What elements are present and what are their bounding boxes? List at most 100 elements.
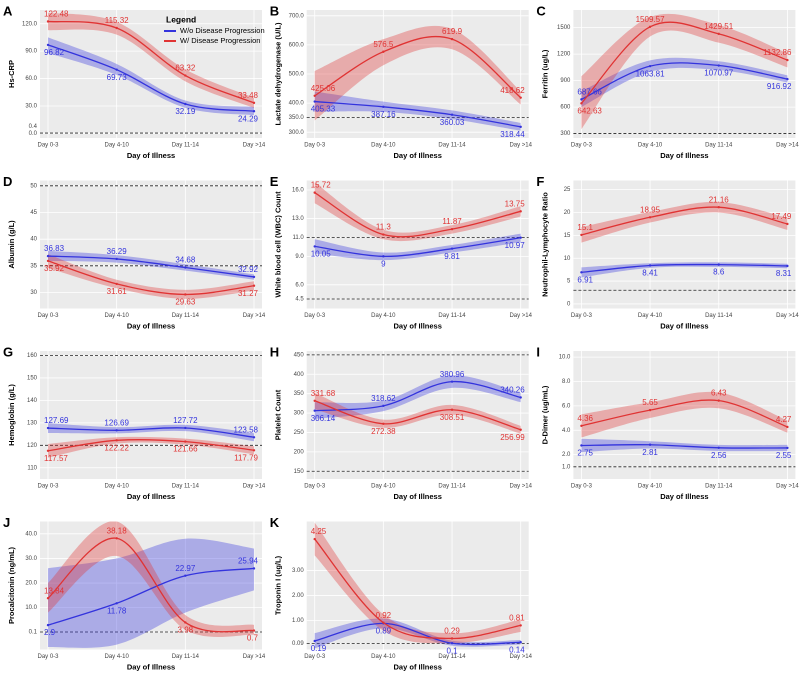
value-label: 36.29 [107,247,128,256]
point [786,264,789,268]
point [184,74,187,77]
y-tick-label: 8.0 [562,379,571,385]
point [115,68,118,71]
value-label: 96.82 [44,48,65,57]
point [46,259,50,263]
x-tick-label: Day 4-10 [104,484,129,490]
panel: D 30 35 40 45 50 Day 0-3 Day 4-10 Day 11-14 Day >… [3,174,266,331]
x-tick-label: Day 0-3 [304,484,326,490]
point [46,20,50,23]
y-tick-label: 10.0 [559,355,571,361]
x-tick-label: Day 0-3 [37,484,59,490]
y-tick-label: 40 [30,237,37,243]
y-axis-title: Albumin (g/L) [7,220,16,269]
x-tick-label: Day 0-3 [304,654,326,660]
y-tick-label: 160 [27,353,38,359]
value-label: 4.36 [577,414,593,423]
x-tick-label: Day 4-10 [638,143,663,149]
point [115,537,118,540]
panel-letter: E [270,174,279,189]
point [46,426,50,430]
y-tick-label: 45 [30,210,37,216]
x-tick-label: Day 4-10 [371,313,396,319]
value-label: 10.97 [505,241,526,250]
y-tick-label: 10.0 [25,605,37,611]
value-label: 0.92 [376,611,392,620]
value-label: 34.68 [175,256,196,265]
point [46,43,50,47]
value-label: 1509.57 [636,15,665,24]
value-label: 272.38 [371,427,396,436]
point [46,449,50,452]
confidence-band [581,262,788,278]
y-tick-label: 1.0 [562,464,571,470]
y-tick-label: 300 [294,411,305,417]
x-tick-label: Day 11-14 [438,654,466,660]
y-tick-label: 300 [560,131,571,137]
value-label: 69.73 [107,73,128,82]
panel-letter: B [270,3,279,18]
point [786,446,789,450]
plot-background [40,351,262,479]
point [450,37,454,41]
x-axis-title: Day of Illness [127,151,175,160]
x-tick-label: Day 11-14 [172,484,200,490]
point [580,233,583,237]
y-tick-label: 25 [564,187,571,193]
x-axis-title: Day of Illness [127,321,175,330]
value-label: 13.84 [44,586,65,595]
line [47,20,255,104]
line [314,381,521,412]
value-label: 360.03 [440,118,465,127]
y-tick-label: 500.0 [289,72,305,78]
y-tick-label: 20 [564,210,571,216]
panel: B 300.0 350.0 400.0 500.0 600.0 700.0 Day 0-3 Da… [270,3,533,160]
panel-letter: D [3,174,12,189]
point [382,255,385,258]
plot-background [40,521,262,650]
value-label: 17.49 [771,212,792,221]
point [115,439,118,442]
plot-background [40,180,262,309]
y-tick-label: 350.0 [289,115,305,121]
value-label: 8.31 [776,269,792,278]
x-tick-label: Day 4-10 [371,484,396,490]
line [314,35,522,99]
point [184,102,187,106]
confidence-band [314,522,521,644]
point [648,64,652,68]
y-tick-label: 11.0 [292,235,304,241]
point [382,105,385,109]
line [314,100,521,128]
panel: G 110 120 130 140 150 160 Day 0-3 Day 4-10 Day 11… [3,344,266,501]
value-label: 380.96 [440,370,465,379]
confidence-band [314,91,521,131]
point [519,396,522,399]
value-label: 405.33 [311,105,336,114]
value-label: 2.81 [642,448,658,457]
value-label: 4.27 [776,415,792,424]
line [47,260,255,296]
value-label: 122.22 [104,443,129,452]
point [184,574,187,577]
value-label: 9 [381,259,386,268]
value-label: 340.26 [500,386,525,395]
point [115,429,118,432]
point [648,216,652,219]
confidence-band [581,201,788,243]
confidence-band [581,438,788,453]
point [252,110,256,113]
x-tick-label: Day 11-14 [438,484,466,490]
point [115,282,118,286]
plot-background [573,10,796,138]
value-label: 127.72 [173,416,198,425]
plot-background [306,521,529,650]
line [581,444,788,449]
confidence-band [581,57,788,108]
point [648,264,652,267]
x-tick-label: Day 11-14 [172,654,200,660]
y-axis-title: White blood cell (WBC) Count [274,191,283,298]
y-tick-label: 350 [294,391,305,397]
x-axis-title: Day of Illness [394,492,442,501]
x-tick-label: Day 11-14 [705,143,733,149]
